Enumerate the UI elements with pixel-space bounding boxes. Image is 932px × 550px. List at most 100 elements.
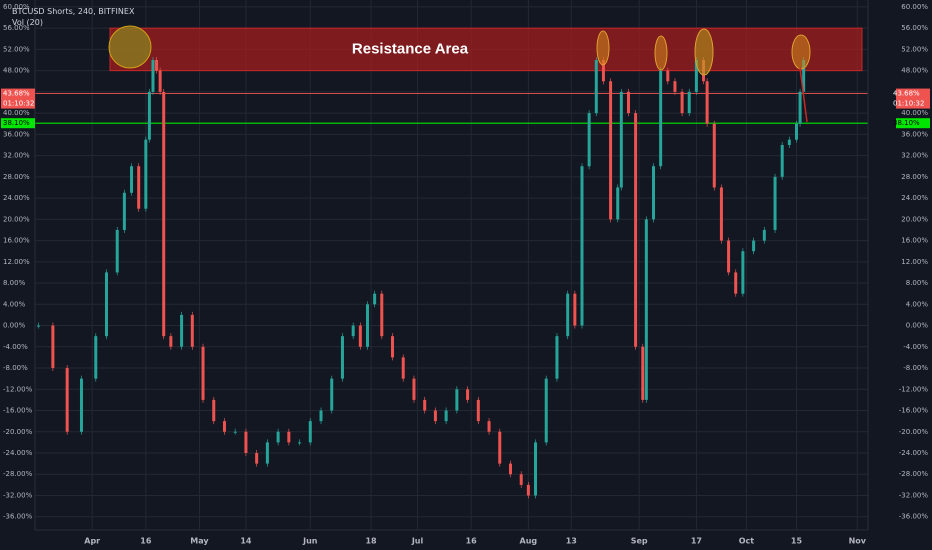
- candle: [105, 272, 109, 337]
- y-tick-label: 36.00%: [901, 130, 928, 138]
- x-tick-label: 16: [140, 537, 152, 546]
- y-tick-label: 4.00%: [906, 300, 929, 308]
- x-tick-label: Apr: [84, 537, 100, 546]
- candle: [594, 60, 598, 114]
- candle: [508, 463, 512, 475]
- candle: [566, 293, 570, 337]
- candle: [526, 484, 530, 496]
- y-tick-label: -16.00%: [899, 407, 929, 415]
- candle: [37, 325, 41, 327]
- y-tick-label: 16.00%: [901, 237, 928, 245]
- candle: [180, 314, 184, 347]
- candle: [555, 336, 559, 379]
- y-tick-label: 24.00%: [901, 194, 928, 202]
- candle: [687, 91, 691, 114]
- candle: [433, 410, 437, 422]
- candle: [423, 399, 427, 411]
- candle: [634, 113, 638, 347]
- candle: [455, 389, 459, 411]
- y-tick-label: -28.00%: [899, 470, 929, 478]
- y-tick-label: 36.00%: [3, 130, 30, 138]
- candle: [158, 70, 162, 92]
- price-tag: [896, 88, 930, 109]
- candle: [773, 176, 777, 230]
- highlight-circle: [654, 35, 668, 71]
- candle: [794, 123, 798, 140]
- highlight-circle: [791, 34, 811, 70]
- y-tick-label: -32.00%: [3, 491, 33, 499]
- x-tick-label: 13: [566, 537, 577, 546]
- candle: [412, 378, 416, 400]
- annotations: [108, 25, 811, 123]
- y-tick-label: -16.00%: [3, 407, 33, 415]
- candle: [719, 187, 723, 241]
- y-tick-label: 28.00%: [3, 173, 30, 181]
- candle: [444, 410, 448, 422]
- candle: [534, 442, 538, 496]
- candle: [498, 431, 502, 464]
- candle: [308, 421, 312, 443]
- candle: [401, 357, 405, 379]
- y-tick-label: 12.00%: [3, 258, 30, 266]
- y-tick-label: -24.00%: [3, 449, 33, 457]
- y-tick-label: 24.00%: [3, 194, 30, 202]
- candle: [616, 187, 620, 220]
- y-tick-label: -12.00%: [899, 385, 929, 393]
- candle: [734, 272, 738, 294]
- candle: [780, 144, 784, 177]
- candle: [190, 314, 194, 347]
- candle: [212, 399, 216, 422]
- y-tick-label: -12.00%: [3, 385, 33, 393]
- y-tick-label: 0.00%: [3, 322, 26, 330]
- candle: [233, 431, 237, 433]
- candle: [519, 474, 523, 485]
- candle: [609, 81, 613, 220]
- price-tag-label: 38.10%: [893, 119, 920, 127]
- candle: [276, 431, 280, 443]
- y-tick-label: 16.00%: [3, 237, 30, 245]
- candle: [641, 346, 645, 400]
- candle: [705, 81, 709, 124]
- price-tag: [1, 88, 35, 109]
- y-tick-label: 56.00%: [3, 24, 30, 32]
- candle: [137, 166, 141, 209]
- y-tick-label: 0.00%: [906, 322, 929, 330]
- candle: [222, 421, 226, 432]
- y-tick-label: 56.00%: [901, 24, 928, 32]
- candle: [680, 91, 684, 114]
- candle: [122, 192, 126, 230]
- highlight-circle: [596, 30, 610, 66]
- candle: [162, 91, 166, 337]
- candle: [651, 166, 655, 220]
- candle: [659, 70, 663, 167]
- candle: [712, 123, 716, 188]
- candle: [298, 442, 302, 444]
- highlight-circle: [694, 28, 714, 76]
- candle: [666, 70, 670, 82]
- y-tick-label: 48.00%: [901, 67, 928, 75]
- candle: [130, 166, 134, 193]
- y-tick-label: -4.00%: [3, 343, 28, 351]
- x-tick-label: 14: [240, 537, 252, 546]
- x-tick-label: Jun: [302, 537, 318, 546]
- candle: [587, 113, 591, 167]
- candle: [798, 91, 802, 124]
- y-tick-label: 40.00%: [3, 109, 30, 117]
- countdown: 01:10:32: [3, 100, 34, 108]
- candle: [151, 60, 155, 92]
- y-tick-label: -20.00%: [899, 428, 929, 436]
- candle: [169, 336, 173, 347]
- candle: [330, 378, 334, 411]
- y-tick-label: 32.00%: [3, 152, 30, 160]
- resistance-rect: [109, 27, 863, 72]
- candle: [619, 91, 623, 188]
- y-tick-label: 32.00%: [901, 152, 928, 160]
- y-tick-label: -32.00%: [899, 491, 929, 499]
- candle: [255, 452, 259, 464]
- candle: [358, 325, 362, 347]
- y-tick-label: -4.00%: [903, 343, 928, 351]
- resistance-zone: Resistance Area: [109, 27, 863, 72]
